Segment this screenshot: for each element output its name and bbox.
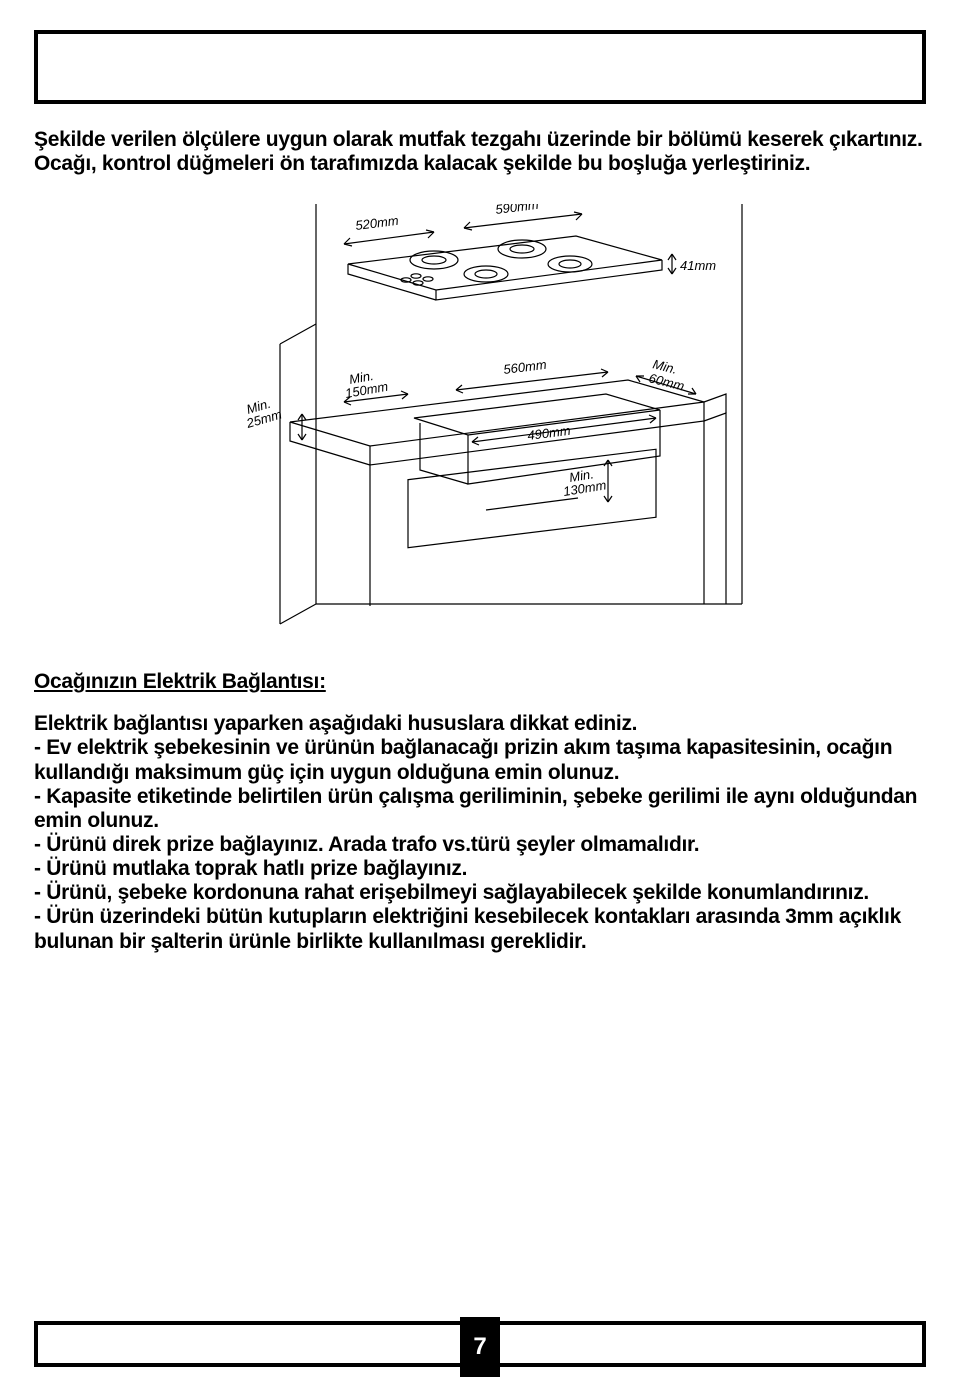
bullet-item: Elektrik bağlantısı yaparken aşağıdaki h…	[34, 712, 926, 736]
bullet-item: - Ürünü direk prize bağlayınız. Arada tr…	[34, 833, 926, 857]
bullet-item: - Ev elektrik şebekesinin ve ürünün bağl…	[34, 736, 926, 784]
intro-paragraph: Şekilde verilen ölçülere uygun olarak mu…	[34, 128, 926, 176]
title-box	[34, 30, 926, 104]
page-number: 7	[460, 1317, 500, 1377]
section-title: Ocağınızın Elektrik Bağlantısı:	[34, 670, 926, 694]
bullet-item: - Kapasite etiketinde belirtilen ürün ça…	[34, 785, 926, 833]
bullet-item: - Ürünü mutlaka toprak hatlı prize bağla…	[34, 857, 926, 881]
dim-590: 590mm	[495, 204, 540, 217]
dim-min60-b: 60mm	[647, 371, 686, 394]
dim-560: 560mm	[503, 357, 548, 377]
dim-520: 520mm	[355, 213, 400, 233]
bullet-item: - Ürün üzerindeki bütün kutupların elekt…	[34, 905, 926, 953]
bullet-list: Elektrik bağlantısı yaparken aşağıdaki h…	[34, 712, 926, 953]
bullet-item: - Ürünü, şebeke kordonuna rahat erişebil…	[34, 881, 926, 905]
installation-diagram: 520mm 590mm 41mm Min. 25mm Min. 150mm 56…	[34, 204, 926, 634]
dim-41: 41mm	[680, 258, 716, 273]
dim-490: 490mm	[527, 423, 572, 443]
